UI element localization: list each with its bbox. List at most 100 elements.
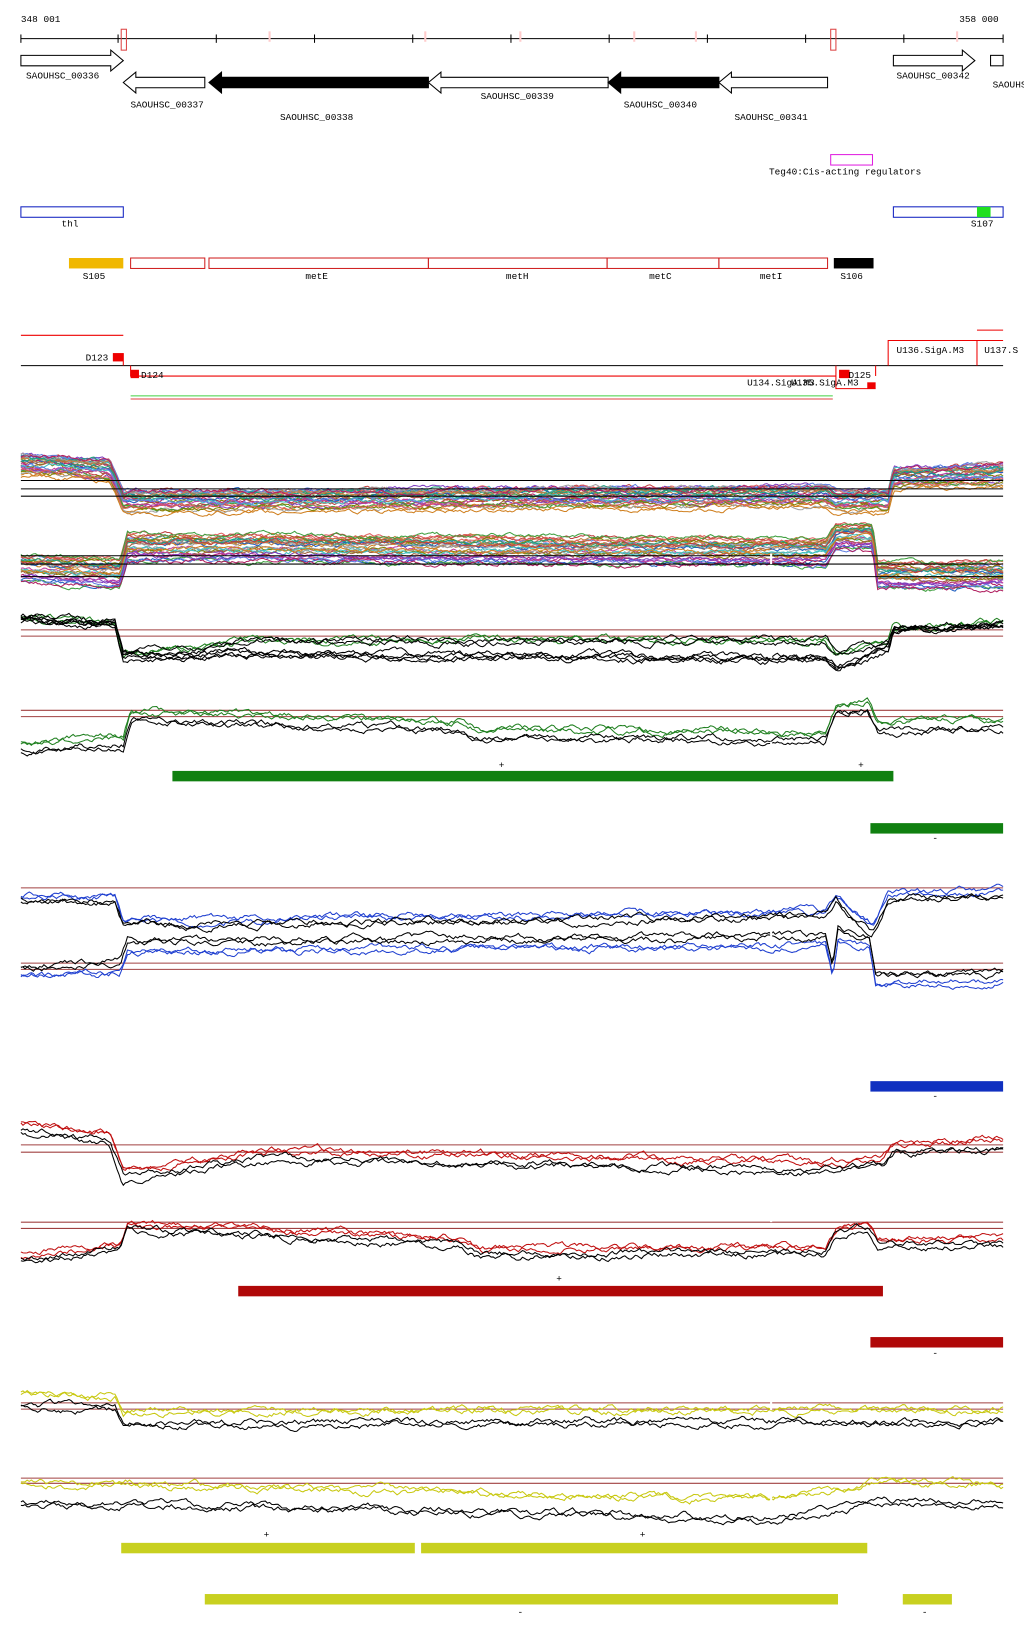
trace	[20, 538, 1004, 583]
trace	[20, 541, 1004, 588]
segment	[208, 257, 429, 269]
segment	[833, 258, 874, 269]
segment	[606, 257, 720, 269]
trace	[20, 457, 1004, 499]
promoter-mark	[839, 369, 850, 379]
promoter-label: U137.S	[984, 345, 1018, 356]
trace	[20, 533, 1004, 580]
trace	[20, 468, 1004, 511]
ruler-marker	[424, 31, 427, 42]
trace	[20, 883, 1004, 925]
trace	[20, 1496, 1004, 1522]
trace	[20, 1128, 1004, 1176]
trace	[20, 701, 1004, 746]
trace	[20, 708, 1004, 754]
trace	[20, 529, 1004, 574]
trace	[20, 615, 1004, 671]
strand-mark: -	[922, 1607, 928, 1618]
strand-mark: +	[499, 760, 505, 771]
trace	[20, 1404, 1004, 1433]
gene-arrow	[20, 49, 125, 73]
trace	[20, 939, 1004, 991]
segment-label: metE	[305, 271, 328, 282]
promoter-label: D125	[848, 370, 871, 381]
regulator-box	[830, 154, 874, 166]
trace	[20, 614, 1004, 668]
segment	[130, 257, 206, 269]
promoter-label: D123	[86, 352, 109, 363]
strand-mark: -	[932, 833, 938, 844]
promoter-mark	[867, 382, 876, 389]
strand-mark: +	[858, 760, 864, 771]
trace	[20, 521, 1004, 568]
strand-mark: -	[932, 1091, 938, 1102]
trace	[20, 616, 1004, 672]
trace	[20, 1391, 1004, 1419]
promoter-label: U134.SigA.M3	[747, 377, 815, 388]
trace	[20, 452, 1004, 497]
ruler-marker	[268, 31, 271, 42]
trace	[20, 612, 1004, 656]
promoter-step	[122, 340, 1004, 390]
gene-label: SAOUHSC_00336	[26, 70, 100, 81]
strand-bar	[121, 1542, 415, 1554]
trace	[20, 1225, 1004, 1264]
segment-label: metI	[760, 271, 783, 282]
promoter-label: U135.SigA.M3	[791, 377, 859, 388]
trace	[20, 893, 1004, 931]
trace	[20, 894, 1004, 938]
gene-arrow	[208, 70, 429, 95]
trace	[20, 928, 1004, 980]
gene-arrow	[718, 70, 829, 95]
trace	[20, 617, 1004, 658]
segment-label: metC	[649, 271, 672, 282]
ruler-marker	[519, 31, 522, 42]
gene-arrow	[607, 70, 720, 95]
gene-label: SAOUHSC_00341	[734, 112, 808, 123]
trace	[20, 522, 1004, 568]
strand-mark: -	[518, 1607, 524, 1618]
gene-label: SAOUHSC_00338	[280, 112, 354, 123]
strand-bar	[902, 1594, 952, 1605]
ruler-marker	[694, 31, 697, 42]
gene-arrow	[122, 70, 206, 95]
segment	[976, 206, 991, 218]
trace	[20, 709, 1004, 757]
segment-label: thl	[62, 219, 79, 230]
trace	[20, 474, 1004, 518]
trace	[20, 524, 1004, 573]
segment-label: metH	[506, 271, 529, 282]
gene-arrow	[892, 49, 976, 73]
segment	[718, 257, 829, 269]
trace	[20, 616, 1004, 669]
gene-label: SAOUHSC_0034	[993, 80, 1024, 91]
regulator-label: Teg40:Cis-acting regulators	[769, 166, 921, 177]
trace	[20, 1398, 1004, 1428]
ruler-marker	[956, 31, 959, 42]
strand-mark: +	[556, 1274, 562, 1285]
segment-label: S105	[83, 271, 106, 282]
gene-label: SAOUHSC_00342	[896, 70, 969, 81]
gene-label: SAOUHSC_00339	[481, 91, 554, 102]
trace	[20, 1131, 1004, 1187]
segment-label: S107	[971, 219, 994, 230]
strand-bar	[870, 1337, 1004, 1348]
segment	[892, 206, 1004, 218]
strand-mark: +	[264, 1530, 270, 1541]
promoter-mark	[112, 353, 124, 362]
trace	[20, 470, 1004, 513]
ruler-start: 348 001	[21, 14, 61, 25]
trace	[20, 1478, 1004, 1505]
trace	[20, 1221, 1004, 1260]
trace	[20, 887, 1004, 928]
ruler-marker	[120, 28, 127, 51]
gene-label: SAOUHSC_00337	[131, 100, 204, 111]
strand-bar	[421, 1542, 868, 1554]
trace	[20, 1501, 1004, 1526]
segment	[20, 206, 124, 218]
promoter-mark	[130, 369, 139, 379]
trace	[20, 532, 1004, 581]
segment-label: S106	[840, 271, 863, 282]
ruler-marker	[830, 28, 837, 51]
